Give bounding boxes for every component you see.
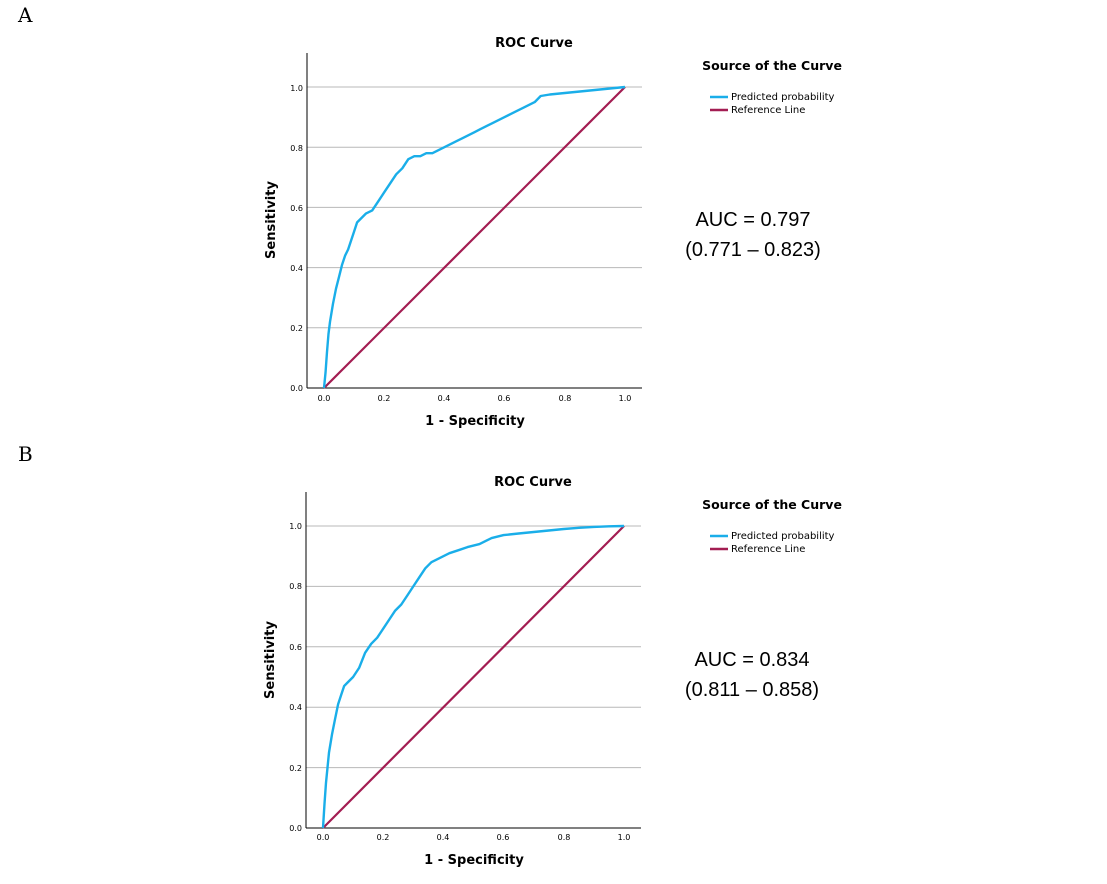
panel-b-legend-predicted: Predicted probability (731, 531, 835, 542)
panel-b-xtick: 0.2 (377, 833, 390, 842)
panel-a-ytick: 0.8 (290, 144, 303, 153)
panel-a-x-axis-label: 1 - Specificity (425, 414, 525, 429)
panel-b-auc-ci: (0.811 – 0.858) (685, 679, 819, 701)
panel-a-xtick: 0.8 (559, 394, 572, 403)
panel-b-ytick: 0.0 (289, 824, 302, 833)
panel-b-xtick: 0.6 (497, 833, 510, 842)
panel-a-xtick: 0.4 (438, 394, 451, 403)
panel-a-xtick: 0.2 (378, 394, 391, 403)
panel-a-auc-ci: (0.771 – 0.823) (685, 239, 821, 261)
panel-a-legend: Source of the Curve Predicted probabilit… (702, 58, 842, 116)
panel-b-label: B (18, 442, 33, 466)
panel-a-ytick: 0.6 (290, 204, 303, 213)
panel-b-legend-title: Source of the Curve (702, 497, 842, 512)
panel-a-auc: AUC = 0.797 (695, 209, 810, 231)
panel-a-x-ticks: 0.0 0.2 0.4 0.6 0.8 1.0 (318, 394, 632, 403)
panel-b-ytick: 0.6 (289, 643, 302, 652)
panel-b-legend: Source of the Curve Predicted probabilit… (702, 497, 842, 555)
panel-a-ytick: 0.0 (290, 384, 303, 393)
panel-b-ytick: 0.8 (289, 582, 302, 591)
panel-b-xtick: 0.4 (437, 833, 450, 842)
roc-figure: A ROC Curve 0.0 0.2 0.4 0.6 0.8 1.0 0.0 … (0, 0, 1107, 884)
panel-a-gridlines (307, 87, 642, 328)
panel-b-xtick: 1.0 (618, 833, 631, 842)
panel-b-ytick: 0.2 (289, 764, 302, 773)
panel-a-ytick: 0.2 (290, 324, 303, 333)
panel-a-xtick: 0.6 (498, 394, 511, 403)
panel-b-xtick: 0.0 (317, 833, 330, 842)
panel-b-title: ROC Curve (494, 475, 572, 490)
panel-b-xtick: 0.8 (558, 833, 571, 842)
panel-b-y-ticks: 0.0 0.2 0.4 0.6 0.8 1.0 (289, 522, 302, 833)
panel-a-ytick: 0.4 (290, 264, 303, 273)
panel-a-xtick: 1.0 (619, 394, 632, 403)
panel-b-ytick: 1.0 (289, 522, 302, 531)
panel-a-ytick: 1.0 (290, 84, 303, 93)
panel-a-label: A (17, 3, 33, 27)
panel-b-x-ticks: 0.0 0.2 0.4 0.6 0.8 1.0 (317, 833, 631, 842)
panel-b-reference-line (323, 526, 624, 828)
panel-b-y-axis-label: Sensitivity (263, 621, 278, 699)
panel-a-legend-reference: Reference Line (731, 105, 805, 116)
panel-a-xtick: 0.0 (318, 394, 331, 403)
panel-b-x-axis-label: 1 - Specificity (424, 853, 524, 868)
panel-b-legend-reference: Reference Line (731, 544, 805, 555)
panel-b-auc: AUC = 0.834 (694, 649, 809, 671)
panel-a-legend-title: Source of the Curve (702, 58, 842, 73)
panel-a: A ROC Curve 0.0 0.2 0.4 0.6 0.8 1.0 0.0 … (17, 3, 842, 429)
panel-a-y-axis-label: Sensitivity (264, 181, 279, 259)
panel-a-y-ticks: 0.0 0.2 0.4 0.6 0.8 1.0 (290, 84, 303, 393)
panel-b-ytick: 0.4 (289, 703, 302, 712)
panel-a-legend-predicted: Predicted probability (731, 92, 835, 103)
panel-a-title: ROC Curve (495, 36, 573, 51)
panel-b-gridlines (306, 526, 641, 768)
panel-b: B ROC Curve 0.0 0.2 0.4 0.6 0.8 1.0 0.0 … (18, 442, 842, 868)
